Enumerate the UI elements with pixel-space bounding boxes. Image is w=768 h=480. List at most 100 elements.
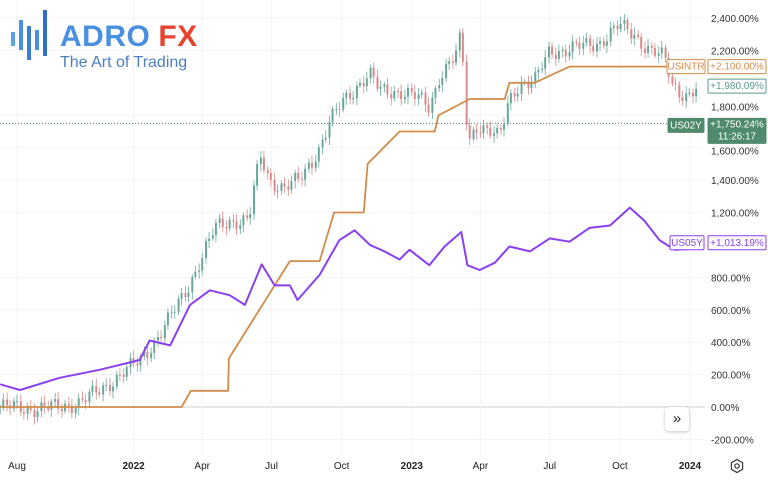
candle-body <box>557 51 560 59</box>
candle-body <box>671 76 674 84</box>
candle <box>499 123 502 135</box>
candle <box>479 125 482 138</box>
usintr-symbol-label-text: USINTR <box>667 62 704 73</box>
candle-body <box>657 53 660 56</box>
candle <box>88 388 91 408</box>
candle-body <box>678 84 681 98</box>
candle-body <box>331 109 334 122</box>
candle <box>60 403 63 419</box>
settings-icon[interactable] <box>729 458 745 474</box>
candle <box>191 274 194 300</box>
candle <box>98 386 101 398</box>
candle <box>678 81 681 104</box>
candle <box>448 57 451 70</box>
candle <box>496 123 499 139</box>
candle-body <box>379 86 382 89</box>
candle-body <box>314 161 317 168</box>
candle <box>547 41 550 64</box>
candle <box>403 89 406 104</box>
candle <box>301 171 304 186</box>
series-us02y-candles <box>0 14 698 425</box>
candle-body <box>321 139 324 148</box>
usintr-symbol-label-box <box>666 59 706 75</box>
candle-body <box>582 42 585 49</box>
candle <box>612 22 615 34</box>
candle <box>338 101 341 117</box>
candle-body <box>95 385 98 393</box>
candle-body <box>276 190 279 192</box>
candle <box>259 150 262 172</box>
candle-body <box>108 384 111 392</box>
candle <box>431 91 434 120</box>
candle-body <box>177 298 180 312</box>
candle <box>57 391 60 415</box>
candle-body <box>650 45 653 48</box>
candle-body <box>561 49 564 52</box>
candle-body <box>397 91 400 93</box>
candle <box>177 295 180 315</box>
candle <box>541 62 544 74</box>
candle-body <box>102 385 105 395</box>
candle-body <box>54 399 57 402</box>
us05y-symbol-label-box <box>669 235 705 251</box>
candle-body <box>674 83 677 85</box>
candle <box>410 83 413 96</box>
candle-body <box>160 337 163 339</box>
candle <box>324 130 327 143</box>
candle-body <box>352 98 355 100</box>
candle-body <box>660 47 663 54</box>
candle <box>544 50 547 76</box>
candle <box>650 41 653 55</box>
candle-body <box>118 374 121 376</box>
candle-body <box>541 68 544 70</box>
logo-tagline: The Art of Trading <box>60 54 188 71</box>
candle <box>342 92 345 113</box>
candle <box>115 370 118 391</box>
candle-body <box>29 406 32 411</box>
candle-body <box>681 97 684 102</box>
candle <box>239 219 242 235</box>
candle-body <box>16 401 18 403</box>
candle <box>304 164 307 187</box>
candle <box>551 42 554 59</box>
candle <box>153 337 156 360</box>
candle <box>397 87 400 98</box>
candle-body <box>534 72 537 84</box>
candle-body <box>489 127 492 136</box>
candle <box>307 158 310 173</box>
candle <box>386 78 389 100</box>
candle-body <box>616 25 619 30</box>
logo-bars-icon <box>11 10 47 60</box>
candle-body <box>349 92 352 100</box>
candle-body <box>369 67 372 79</box>
candle <box>472 126 475 142</box>
candle-body <box>406 88 409 97</box>
candle <box>571 35 574 60</box>
candle-body <box>475 129 478 133</box>
candle <box>184 285 187 302</box>
candle <box>95 378 98 400</box>
candle <box>578 36 581 56</box>
candle-body <box>57 399 60 409</box>
candle-body <box>115 374 118 387</box>
scroll-to-realtime-button[interactable]: » <box>665 407 689 431</box>
candle <box>482 119 485 139</box>
candle <box>493 126 496 143</box>
candle-body <box>365 78 368 87</box>
candle-body <box>537 69 540 73</box>
candle-body <box>297 172 300 179</box>
candle-body <box>259 157 262 164</box>
candle <box>575 38 578 47</box>
candle-body <box>609 27 612 42</box>
candle <box>520 76 523 102</box>
candle-body <box>166 312 169 326</box>
candle-body <box>383 84 386 87</box>
candle-body <box>67 403 70 406</box>
us02y-symbol-label: US02Y <box>667 117 705 133</box>
x-tick-label: Apr <box>194 461 210 472</box>
candle-body <box>619 23 622 30</box>
candle-body <box>630 29 633 39</box>
us02y-symbol-label-text: US02Y <box>670 120 702 131</box>
candle <box>156 330 159 347</box>
